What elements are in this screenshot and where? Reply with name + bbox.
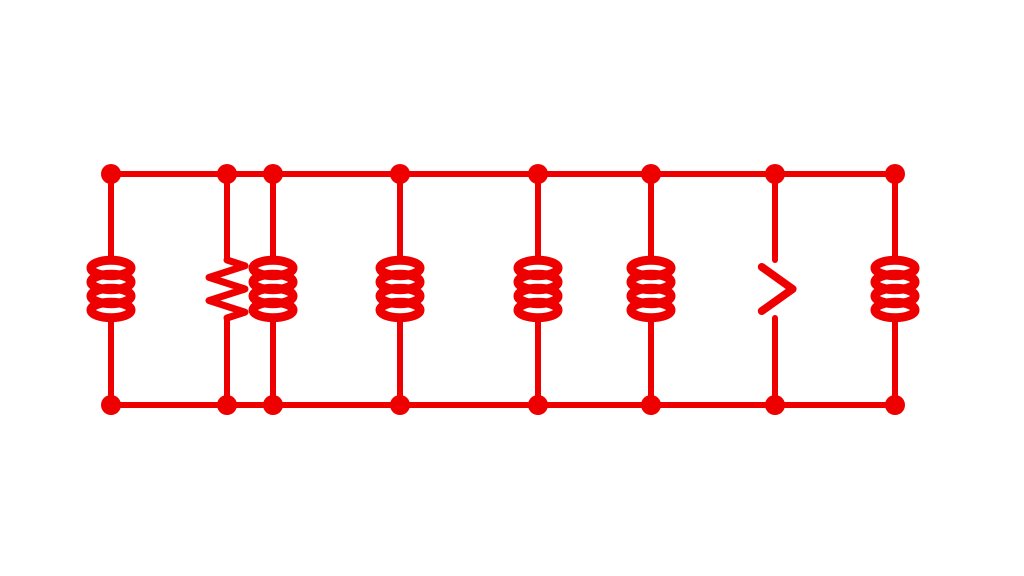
node-dot	[263, 395, 283, 415]
node-dot	[528, 164, 548, 184]
node-dot	[528, 395, 548, 415]
node-dot	[885, 395, 905, 415]
node-dot	[263, 164, 283, 184]
node-dot	[217, 395, 237, 415]
node-dot	[641, 164, 661, 184]
node-dot	[101, 164, 121, 184]
node-dot	[641, 395, 661, 415]
node-dot	[390, 164, 410, 184]
node-dot	[217, 164, 237, 184]
node-dot	[765, 164, 785, 184]
node-dot	[885, 164, 905, 184]
node-dot	[101, 395, 121, 415]
node-dot	[765, 395, 785, 415]
node-dot	[390, 395, 410, 415]
circuit-diagram	[0, 0, 1024, 576]
